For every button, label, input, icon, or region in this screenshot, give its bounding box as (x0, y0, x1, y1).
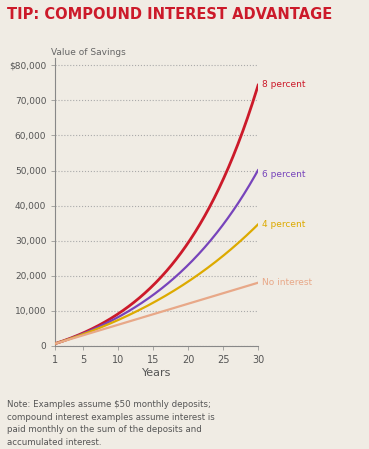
Text: Note: Examples assume $50 monthly deposits;
compound interest examples assume in: Note: Examples assume $50 monthly deposi… (7, 400, 215, 447)
Text: 6 percent: 6 percent (262, 171, 305, 180)
X-axis label: Years: Years (142, 368, 172, 378)
Text: 8 percent: 8 percent (262, 80, 305, 89)
Text: 4 percent: 4 percent (262, 220, 305, 229)
Text: Value of Savings: Value of Savings (51, 48, 126, 57)
Text: TIP: COMPOUND INTEREST ADVANTAGE: TIP: COMPOUND INTEREST ADVANTAGE (7, 7, 332, 22)
Text: No interest: No interest (262, 278, 312, 287)
